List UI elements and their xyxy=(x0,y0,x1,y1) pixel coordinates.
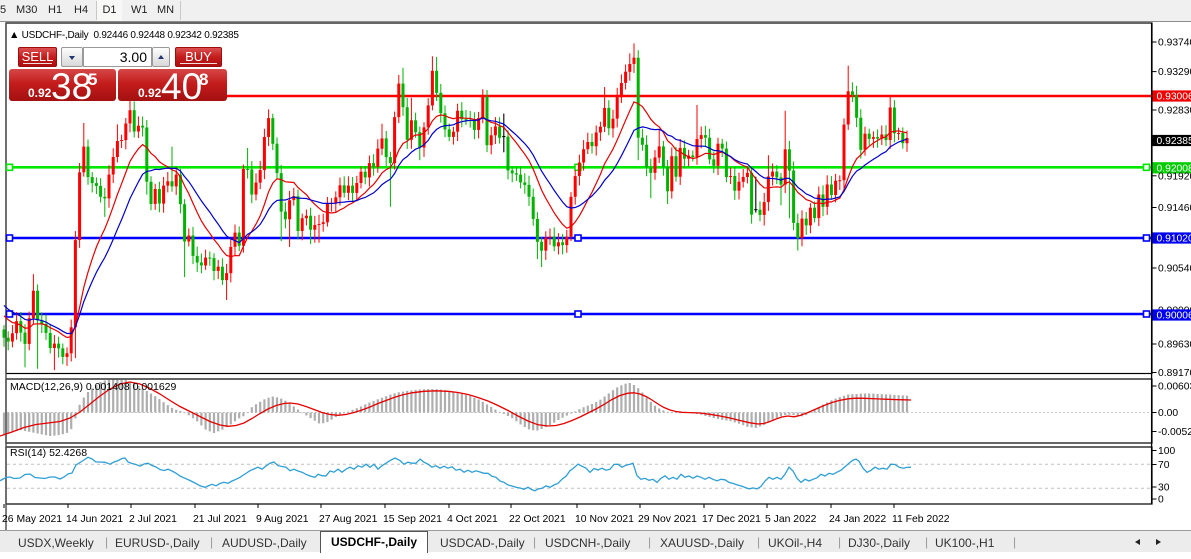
svg-text:4 Oct 2021: 4 Oct 2021 xyxy=(447,514,498,525)
svg-text:21 Jul 2021: 21 Jul 2021 xyxy=(193,514,247,525)
svg-text:0.93006: 0.93006 xyxy=(1157,92,1191,103)
svg-text:0.92008: 0.92008 xyxy=(1157,163,1191,174)
svg-text:26 May 2021: 26 May 2021 xyxy=(2,514,62,525)
svg-text:0.91020: 0.91020 xyxy=(1157,234,1191,245)
svg-text:10 Nov 2021: 10 Nov 2021 xyxy=(575,514,634,525)
svg-text:14 Jun 2021: 14 Jun 2021 xyxy=(66,514,123,525)
svg-text:5 Jan 2022: 5 Jan 2022 xyxy=(765,514,817,525)
svg-text:17 Dec 2021: 17 Dec 2021 xyxy=(702,514,761,525)
svg-text:2 Jul 2021: 2 Jul 2021 xyxy=(129,514,177,525)
svg-text:27 Aug 2021: 27 Aug 2021 xyxy=(319,514,378,525)
svg-text:RSI(14) 52.4268: RSI(14) 52.4268 xyxy=(10,447,87,459)
svg-text:15 Sep 2021: 15 Sep 2021 xyxy=(383,514,442,525)
svg-text:0.92385: 0.92385 xyxy=(1157,136,1191,147)
svg-text:70: 70 xyxy=(1158,460,1170,471)
svg-text:22 Oct 2021: 22 Oct 2021 xyxy=(509,514,566,525)
svg-text:9 Aug 2021: 9 Aug 2021 xyxy=(256,514,309,525)
svg-text:0.90006: 0.90006 xyxy=(1157,311,1191,322)
svg-text:-0.00522: -0.00522 xyxy=(1158,427,1191,438)
svg-text:11 Feb 2022: 11 Feb 2022 xyxy=(892,514,950,525)
svg-text:0.00: 0.00 xyxy=(1158,408,1178,419)
svg-text:24 Jan 2022: 24 Jan 2022 xyxy=(829,514,886,525)
svg-text:29 Nov 2021: 29 Nov 2021 xyxy=(638,514,697,525)
svg-text:0: 0 xyxy=(1158,495,1164,506)
svg-text:100: 100 xyxy=(1158,446,1175,457)
svg-text:0.006038: 0.006038 xyxy=(1158,382,1191,393)
svg-text:MACD(12,26,9) 0.001408 0.00162: MACD(12,26,9) 0.001408 0.001629 xyxy=(10,381,177,393)
svg-text:30: 30 xyxy=(1158,483,1170,494)
